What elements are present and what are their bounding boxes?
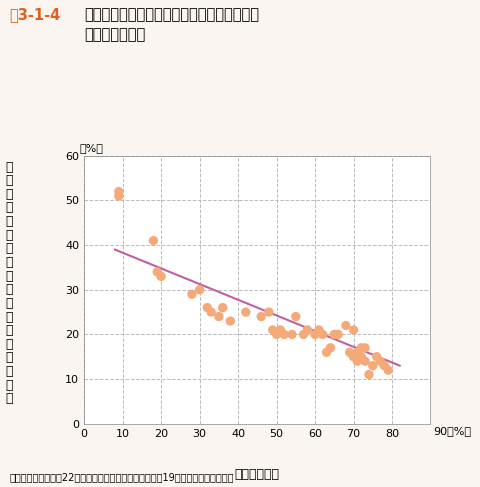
Point <box>360 344 368 352</box>
Text: 自動車依存度と中心市街地の売上比率の関係: 自動車依存度と中心市街地の売上比率の関係 <box>84 7 259 22</box>
Point <box>195 286 203 294</box>
Point <box>207 308 215 316</box>
Point <box>330 331 337 338</box>
Text: す: す <box>6 270 13 282</box>
Text: 資料：総務省「平成22年国勢調査」、経済産業省「平成19年商業統計」より作成: 資料：総務省「平成22年国勢調査」、経済産業省「平成19年商業統計」より作成 <box>10 472 234 482</box>
Text: （都道府県別）: （都道府県別） <box>84 27 145 42</box>
Text: の: の <box>6 188 13 201</box>
Point <box>334 331 341 338</box>
Point <box>115 192 122 200</box>
Point <box>276 326 284 334</box>
Point <box>353 348 360 356</box>
Text: （%）: （%） <box>79 143 103 153</box>
Text: 比: 比 <box>6 379 13 392</box>
Point <box>272 331 280 338</box>
Point <box>268 326 276 334</box>
Text: 街: 街 <box>6 338 13 351</box>
Point <box>311 331 318 338</box>
Point <box>149 237 157 244</box>
Point <box>322 348 330 356</box>
Point <box>280 331 288 338</box>
Text: 自動車依存度: 自動車依存度 <box>234 468 279 481</box>
Point <box>357 344 364 352</box>
Text: 市: 市 <box>6 324 13 337</box>
Point <box>360 357 368 365</box>
Text: に: に <box>6 243 13 255</box>
Point <box>215 313 222 320</box>
Point <box>345 348 353 356</box>
Text: 売: 売 <box>6 202 13 214</box>
Point <box>299 331 307 338</box>
Text: 上: 上 <box>6 215 13 228</box>
Point <box>115 187 122 195</box>
Text: 図3-1-4: 図3-1-4 <box>10 7 61 22</box>
Point <box>264 308 272 316</box>
Point <box>376 357 384 365</box>
Text: 90（%）: 90（%） <box>432 426 470 436</box>
Text: 地: 地 <box>6 352 13 364</box>
Point <box>153 268 161 276</box>
Point <box>326 344 334 352</box>
Point <box>368 362 376 370</box>
Point <box>303 326 311 334</box>
Text: 中: 中 <box>6 297 13 310</box>
Point <box>364 371 372 378</box>
Text: 全: 全 <box>6 161 13 173</box>
Text: の: の <box>6 365 13 378</box>
Point <box>291 313 299 320</box>
Point <box>288 331 295 338</box>
Point <box>349 353 357 360</box>
Text: 率: 率 <box>6 393 13 405</box>
Point <box>353 357 360 365</box>
Point <box>372 353 380 360</box>
Text: 心: 心 <box>6 311 13 323</box>
Text: げ: げ <box>6 229 13 242</box>
Point <box>318 331 326 338</box>
Point <box>226 317 234 325</box>
Point <box>349 326 357 334</box>
Point <box>380 362 387 370</box>
Point <box>203 304 211 312</box>
Point <box>341 321 349 329</box>
Point <box>218 304 226 312</box>
Point <box>357 353 364 360</box>
Point <box>384 366 391 374</box>
Point <box>157 272 165 280</box>
Point <box>241 308 249 316</box>
Point <box>314 326 322 334</box>
Point <box>188 290 195 298</box>
Text: る: る <box>6 283 13 296</box>
Text: 体: 体 <box>6 174 13 187</box>
Text: 対: 対 <box>6 256 13 269</box>
Point <box>257 313 264 320</box>
